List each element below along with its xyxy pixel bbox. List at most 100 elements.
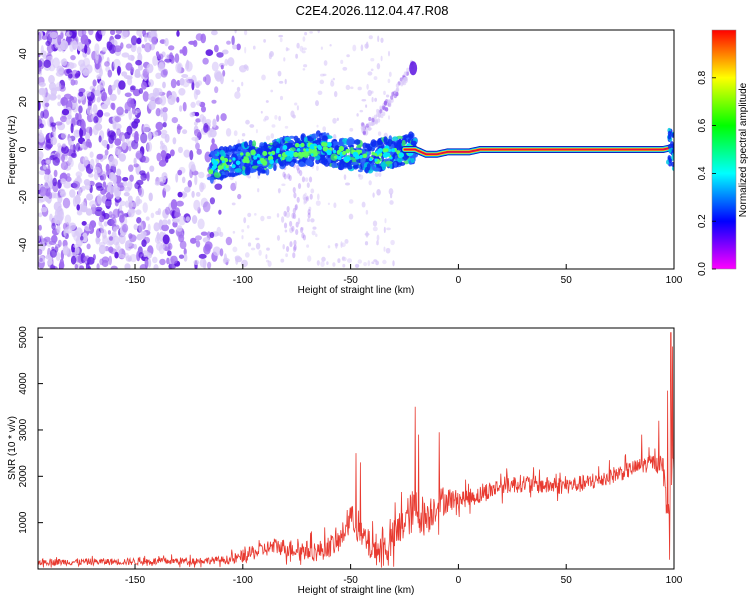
spectrogram-cell: [146, 141, 153, 152]
spectrogram-cell: [357, 86, 362, 91]
spectrogram-cell: [81, 221, 87, 226]
spectrogram-cell: [147, 223, 151, 232]
spectrogram-cell: [346, 157, 350, 161]
spectrogram-cell: [302, 234, 307, 241]
spectrogram-cell: [241, 259, 248, 268]
spectrogram-cell: [85, 126, 93, 134]
spectrogram-cell: [282, 171, 286, 178]
spectrogram-cell: [205, 118, 212, 125]
spectrogram-cell: [283, 210, 287, 217]
spectrogram-cell: [141, 81, 147, 90]
spectrogram-cell: [343, 174, 347, 180]
spectrogram-cell: [191, 190, 195, 198]
spectrogram-cell: [241, 138, 244, 142]
spectrogram-cell: [348, 213, 354, 220]
spectrogram-cell: [148, 79, 155, 87]
spectrogram-cell: [317, 144, 321, 149]
spectrogram-cell: [256, 153, 261, 158]
spectrogram-cell: [60, 40, 69, 51]
x-tick-label: 0: [456, 575, 462, 586]
spectrogram-cell: [109, 185, 115, 195]
spectrogram-cell: [315, 233, 318, 238]
spectrogram-cell: [221, 174, 227, 179]
spectrogram-cell: [367, 89, 372, 97]
spectrogram-cell: [87, 256, 95, 265]
spectrogram-cell: [156, 152, 162, 162]
spectrogram-cell: [171, 218, 180, 223]
spectrogram-cell: [142, 30, 147, 36]
spectrogram-cell: [170, 78, 177, 89]
spectrogram-cell: [383, 246, 386, 252]
spectrogram-cell: [134, 182, 141, 190]
spectrogram-cell: [352, 44, 357, 52]
spectrogram-cell: [214, 183, 223, 190]
spectrogram-cell: [203, 123, 209, 133]
spectrogram-cell: [387, 78, 391, 84]
spectrogram-cell: [66, 173, 71, 178]
spectrogram-cell: [104, 200, 113, 207]
spectrogram-cell: [107, 230, 111, 235]
spectrogram-cell: [234, 181, 237, 187]
spectrogram-cell: [304, 200, 307, 204]
spectrogram-cell: [241, 133, 246, 137]
spectrogram-cell: [214, 172, 221, 179]
spectrogram-cell: [69, 30, 75, 36]
spectrogram-cell: [145, 216, 150, 221]
spectrogram-cell: [42, 164, 47, 170]
spectrogram-cell: [336, 162, 342, 166]
spectrogram-cell: [128, 201, 133, 209]
colorbar-tick-label: 0.6: [697, 118, 708, 132]
spectrogram-cell: [374, 153, 378, 156]
spectrogram-cell: [292, 186, 296, 193]
track-core-line: [403, 146, 674, 156]
spectrogram-cell: [136, 198, 143, 205]
spectrogram-cell: [121, 52, 130, 58]
spectrogram-cell: [305, 148, 309, 152]
spectrogram-cell: [259, 142, 265, 147]
spectrogram-cell: [168, 228, 175, 235]
spectrogram-cell: [332, 134, 337, 140]
spectrogram-cell: [388, 71, 392, 77]
y-tick-label: 3000: [18, 418, 29, 441]
spectrogram-cell: [77, 30, 84, 38]
spectrogram-cell: [179, 240, 187, 250]
spectrogram-cell: [372, 192, 375, 198]
spectrogram-cell: [152, 55, 158, 67]
spectrogram-cell: [284, 125, 289, 129]
spectrogram-cell: [160, 242, 166, 249]
spectrogram-cell: [303, 136, 308, 143]
spectrogram-cell: [42, 109, 49, 119]
spectrogram-cell: [321, 256, 326, 262]
spectrogram-cell: [78, 91, 84, 97]
spectrogram-cell: [358, 149, 363, 154]
spectrogram-cell: [318, 133, 323, 138]
spectrogram-cell: [98, 135, 102, 143]
spectrogram-cell: [102, 47, 107, 53]
spectrogram-cell: [359, 155, 363, 159]
spectrogram-cell: [136, 217, 142, 224]
spectrogram-cell: [80, 236, 84, 241]
spectrogram-cell: [129, 174, 134, 182]
spectrogram-cell: [295, 228, 299, 235]
spectrogram-cell: [89, 158, 95, 170]
x-tick-label: -50: [343, 275, 358, 286]
spectrogram-cell: [209, 231, 215, 239]
spectrogram-cell: [316, 193, 320, 201]
spectrogram-cell: [185, 216, 190, 222]
spectrogram-cell: [40, 45, 44, 56]
spectrogram-cell: [312, 226, 317, 230]
spectrogram-cell: [140, 132, 148, 144]
spectrogram-cell: [39, 186, 47, 197]
spectrogram-cell: [79, 63, 87, 74]
spectrogram-cell: [252, 45, 256, 50]
spectrogram-cell: [134, 68, 141, 78]
spectrogram-cell: [61, 108, 70, 116]
spectrogram-cell: [233, 130, 238, 137]
spectrogram-cell: [235, 258, 239, 265]
spectrogram-cell: [147, 258, 152, 268]
spectrogram-cell: [102, 235, 108, 245]
spectrogram-cell: [117, 65, 121, 76]
spectrogram-cell: [60, 115, 68, 123]
spectrogram-cell: [296, 148, 301, 152]
